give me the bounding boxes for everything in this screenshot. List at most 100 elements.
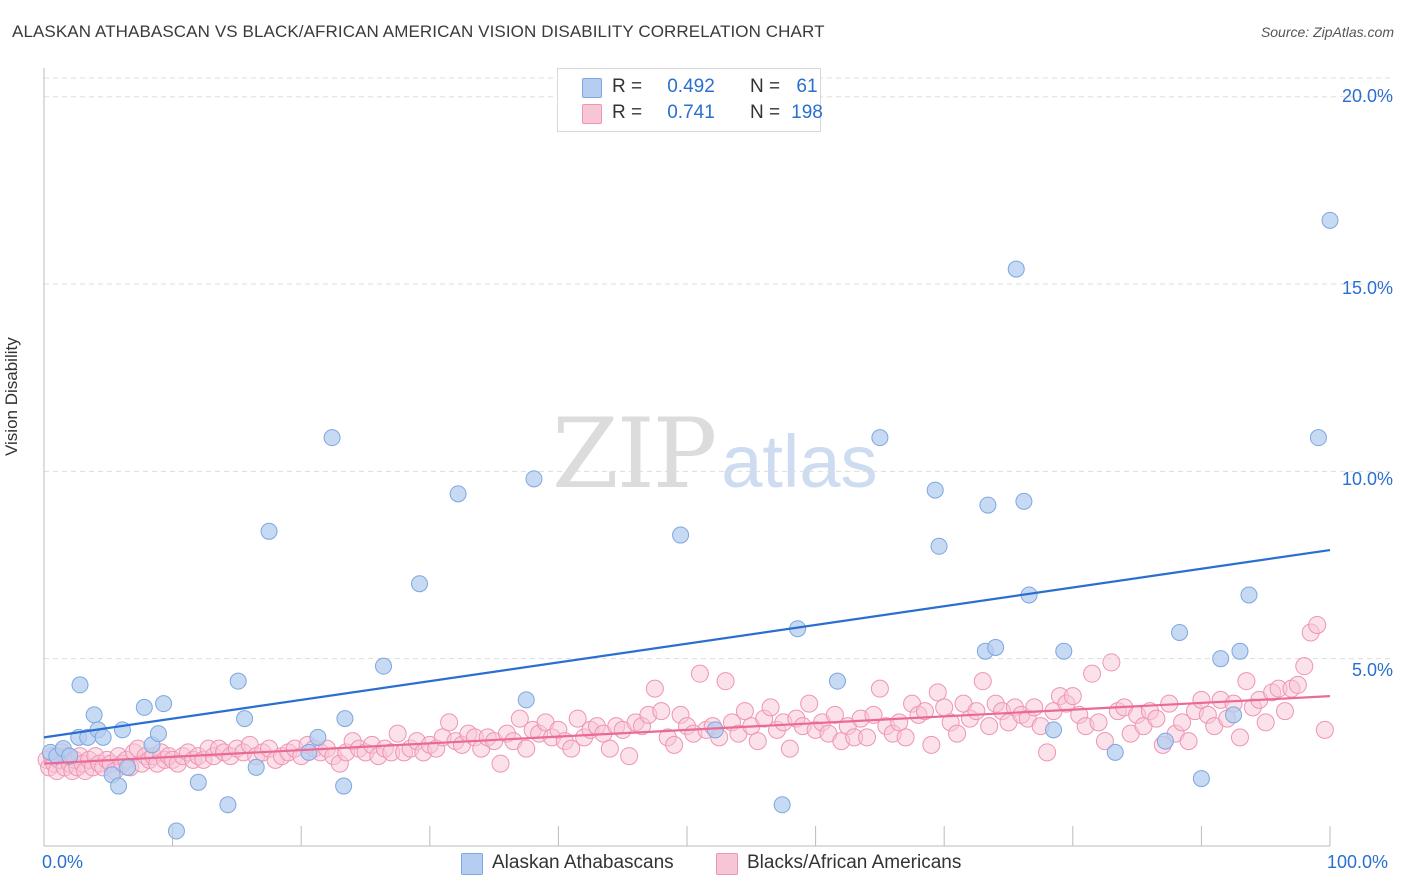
black-african-american-point <box>915 702 934 721</box>
r-value: 0.492 <box>667 76 715 97</box>
alaskan-athabascan-point <box>517 691 535 709</box>
alaskan-athabascan-point <box>149 725 167 743</box>
r-label: R = <box>612 76 643 97</box>
black-african-american-point <box>1237 672 1256 691</box>
alaskan-athabascan-point <box>71 676 89 694</box>
y-tick-label-20: 20.0% <box>1341 86 1393 106</box>
black-african-american-point <box>665 735 684 754</box>
r-value: 0.741 <box>667 102 715 123</box>
alaskan-athabascan-point <box>1192 770 1210 788</box>
alaskan-athabascan-point <box>1231 642 1249 660</box>
alaskan-athabascan-point <box>155 695 173 713</box>
alaskan-athabascan-point <box>1156 732 1174 750</box>
black-african-american-point <box>562 739 581 758</box>
black-african-american-point <box>388 724 407 743</box>
black-african-american-point <box>510 709 529 728</box>
alaskan-athabascan-point <box>1240 586 1258 604</box>
black-african-american-point <box>1173 713 1192 732</box>
black-african-american-point <box>1295 657 1314 676</box>
black-african-american-point <box>1192 690 1211 709</box>
pink-swatch <box>716 853 738 875</box>
black-african-american-point <box>600 739 619 758</box>
black-african-american-point <box>716 672 735 691</box>
alaskan-athabascan-point <box>411 575 429 593</box>
black-african-american-point <box>890 713 909 732</box>
black-african-american-trendline <box>43 695 1331 765</box>
alaskan-athabascan-point <box>1225 706 1243 724</box>
alaskan-athabascan-point <box>94 728 112 746</box>
alaskan-athabascan-trendline <box>43 548 1331 739</box>
black-african-american-point <box>1230 728 1249 747</box>
x-tick-label-0: 0.0% <box>42 852 84 872</box>
black-african-american-point <box>928 683 947 702</box>
black-african-american-point <box>922 735 941 754</box>
black-african-american-point <box>645 679 664 698</box>
alaskan-athabascan-point <box>987 638 1005 656</box>
y-axis-label: Vision Disability <box>2 337 21 456</box>
black-african-american-point <box>652 702 671 721</box>
alaskan-athabascan-point <box>189 773 207 791</box>
alaskan-athabascan-point <box>135 698 153 716</box>
alaskan-athabascan-point <box>309 728 327 746</box>
black-african-american-point <box>1102 653 1121 672</box>
black-african-american-point <box>748 732 767 751</box>
black-african-american-point <box>948 724 967 743</box>
alaskan-athabascan-point <box>773 796 791 814</box>
n-label: N = <box>750 76 781 97</box>
alaskan-athabascan-point <box>871 429 889 447</box>
alaskan-athabascan-point <box>1007 260 1025 278</box>
alaskan-athabascan-point <box>300 743 318 761</box>
n-value: 198 <box>791 102 823 123</box>
black-african-american-point <box>870 679 889 698</box>
alaskan-athabascan-point <box>375 657 393 675</box>
alaskan-athabascan-point <box>1171 623 1189 641</box>
alaskan-athabascan-point <box>236 710 254 728</box>
black-african-american-point <box>735 702 754 721</box>
alaskan-athabascan-point <box>85 706 103 724</box>
r-label: R = <box>612 102 643 123</box>
alaskan-athabascan-point <box>979 496 997 514</box>
alaskan-athabascan-point <box>449 485 467 503</box>
alaskan-athabascan-point <box>260 522 278 540</box>
black-african-american-point <box>1288 675 1307 694</box>
black-african-american-point <box>1308 615 1327 634</box>
black-african-american-point <box>1083 664 1102 683</box>
alaskan-athabascan-point <box>1309 429 1327 447</box>
alaskan-athabascan-point <box>336 710 354 728</box>
black-african-american-point <box>761 698 780 717</box>
alaskan-athabascan-point <box>1015 492 1033 510</box>
alaskan-athabascan-point <box>229 672 247 690</box>
black-african-american-point <box>1147 709 1166 728</box>
legend-label-black: Blacks/African Americans <box>747 852 962 873</box>
black-african-american-point <box>1089 713 1108 732</box>
alaskan-athabascan-point <box>119 758 137 776</box>
alaskan-athabascan-point <box>167 822 185 840</box>
black-african-american-point <box>1095 732 1114 751</box>
n-label: N = <box>750 102 781 123</box>
alaskan-athabascan-point <box>1321 211 1339 229</box>
x-tick-label-100: 100.0% <box>1327 852 1389 872</box>
black-african-american-point <box>1025 698 1044 717</box>
black-african-american-point <box>825 705 844 724</box>
black-african-american-point <box>858 728 877 747</box>
alaskan-athabascan-point <box>335 777 353 795</box>
blue-swatch <box>461 853 483 875</box>
black-african-american-point <box>491 754 510 773</box>
black-african-american-point <box>973 672 992 691</box>
alaskan-athabascan-point <box>247 758 265 776</box>
alaskan-athabascan-point <box>525 470 543 488</box>
alaskan-athabascan-point <box>61 747 79 765</box>
alaskan-athabascan-point <box>672 526 690 544</box>
alaskan-athabascan-point <box>110 777 128 795</box>
black-african-american-point <box>1038 743 1057 762</box>
alaskan-athabascan-point <box>926 481 944 499</box>
alaskan-athabascan-point <box>1212 650 1230 668</box>
y-tick-label-10: 10.0% <box>1341 469 1393 489</box>
stats-legend: R = 0.492 N = 61 R = 0.741 N = 198 <box>557 68 823 132</box>
black-african-american-point <box>620 747 639 766</box>
n-value: 61 <box>796 76 818 97</box>
alaskan-athabascan-point <box>323 429 341 447</box>
black-african-american-point <box>800 694 819 713</box>
black-african-american-point <box>517 739 536 758</box>
